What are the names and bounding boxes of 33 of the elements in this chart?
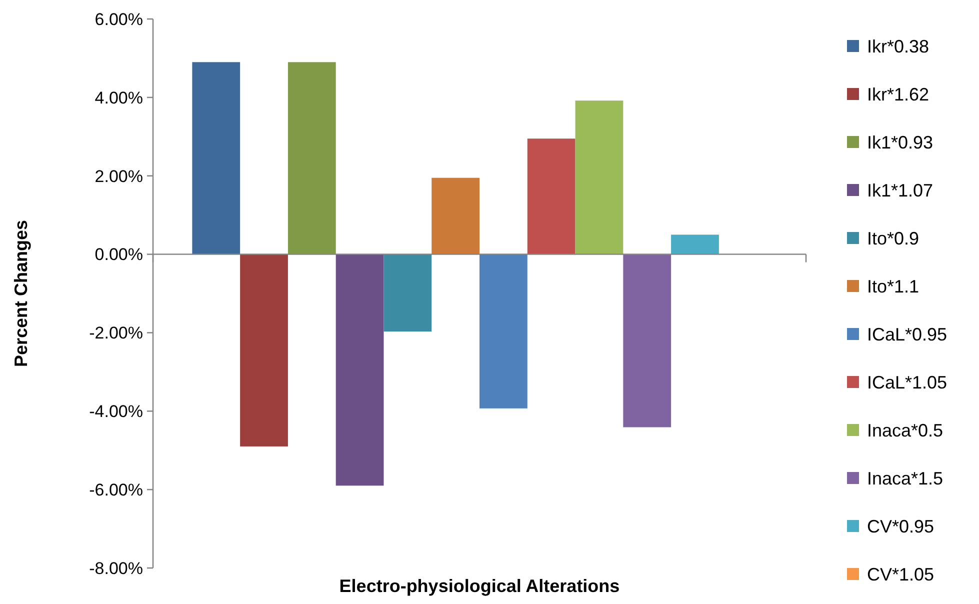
y-tick-label: 0.00%: [94, 245, 143, 264]
legend-label: Ito*1.1: [867, 276, 920, 296]
bar: [480, 254, 528, 408]
y-tick-label: 6.00%: [94, 10, 143, 29]
bar: [623, 254, 672, 428]
legend-label: Inaca*1.5: [867, 468, 944, 488]
y-tick-label: -8.00%: [89, 558, 143, 578]
x-axis-title: Electro-physiological Alterations: [339, 576, 620, 596]
legend-label: Ikr*1.62: [867, 84, 930, 104]
bar: [288, 62, 336, 254]
bar: [384, 254, 432, 332]
bar: [432, 178, 480, 254]
legend-label: Ik1*1.07: [867, 180, 934, 200]
legend-label: Ikr*0.38: [867, 36, 930, 56]
y-tick-label: 2.00%: [94, 166, 143, 186]
bar: [192, 62, 240, 254]
bar: [336, 254, 384, 486]
y-axis-title: Percent Changes: [11, 220, 31, 368]
legend-label: CV*1.05: [867, 564, 934, 584]
bar: [527, 138, 576, 254]
bar: [671, 234, 719, 254]
legend-label: CV*0.95: [867, 516, 934, 536]
legend-label: Ik1*0.93: [867, 132, 934, 152]
y-tick-label: -4.00%: [89, 402, 143, 422]
legend-label: Inaca*0.5: [867, 420, 944, 440]
legend-label: ICaL*0.95: [867, 324, 948, 344]
y-tick-label: 4.00%: [94, 88, 143, 108]
bar: [240, 254, 288, 446]
bar: [575, 100, 624, 254]
legend-label: ICaL*1.05: [867, 372, 948, 392]
y-tick-label: -2.00%: [89, 324, 143, 343]
legend-label: Ito*0.9: [867, 228, 920, 248]
y-tick-label: -6.00%: [89, 480, 143, 500]
